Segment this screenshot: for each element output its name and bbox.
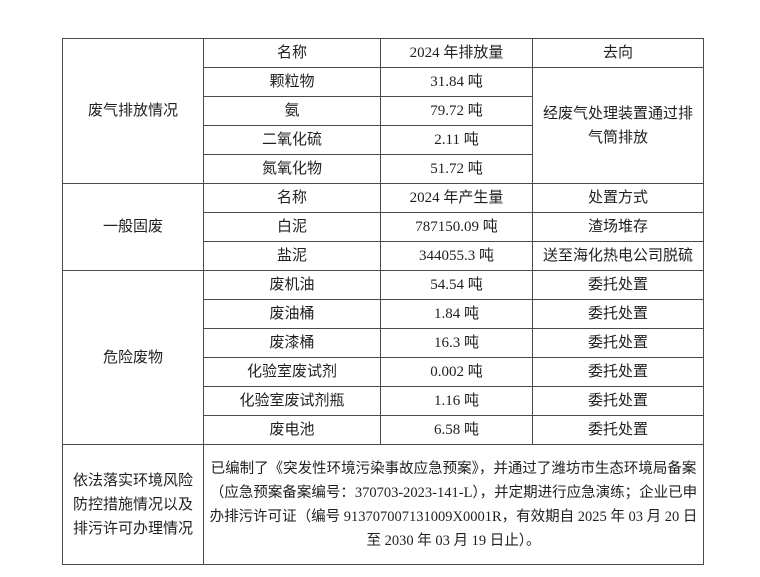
waste-name-cell: 白泥 [203,212,381,242]
amount-cell: 344055.3 吨 [380,241,533,271]
disposal-cell: 委托处置 [532,328,704,358]
waste-name-cell: 颗粒物 [203,67,381,97]
destination-cell: 经废气处理装置通过排气筒排放 [532,67,704,184]
amount-cell: 79.72 吨 [380,96,533,126]
amount-cell: 6.58 吨 [380,415,533,445]
table-row: 颗粒物 31.84 吨 经废气处理装置通过排气筒排放 [63,67,704,184]
waste-name-cell: 废漆桶 [203,328,381,358]
section-label-hazardous-waste: 危险废物 [62,270,204,445]
amount-cell: 51.72 吨 [380,154,533,184]
disposal-cell: 委托处置 [532,270,704,300]
table-row: 二氧化硫 2.11 吨 [63,125,704,155]
column-header-name: 名称 [203,38,381,68]
table-row: 废气排放情况 名称 2024 年排放量 去向 [62,38,704,184]
table-row: 依法落实环境风险防控措施情况以及排污许可办理情况 已编制了《突发性环境污染事故应… [62,444,704,565]
table-row: 废电池 6.58 吨 委托处置 [63,415,704,445]
table-row: 废漆桶 16.3 吨 委托处置 [63,328,704,358]
column-header-name: 名称 [203,183,381,213]
disposal-cell: 委托处置 [532,299,704,329]
waste-name-cell: 盐泥 [203,241,381,271]
waste-name-cell: 化验室废试剂 [203,357,381,387]
environmental-disclosure-table: 废气排放情况 名称 2024 年排放量 去向 颗粒物 31.84 吨 经废气处理… [62,38,704,565]
column-header-disposal-method: 处置方式 [532,183,704,213]
table-row: 一般固废 名称 2024 年产生量 处置方式 [62,183,704,271]
table-row: 危险废物 废机油 54.54 吨 委托处置 [62,270,704,445]
waste-name-cell: 化验室废试剂瓶 [203,386,381,416]
table-row: 废油桶 1.84 吨 委托处置 [63,299,704,329]
section-label-general-solid-waste: 一般固废 [62,183,204,271]
amount-cell: 787150.09 吨 [380,212,533,242]
waste-name-cell: 二氧化硫 [203,125,381,155]
amount-cell: 54.54 吨 [380,270,533,300]
waste-name-cell: 氮氧化物 [203,154,381,184]
table-row: 化验室废试剂 0.002 吨 委托处置 [63,357,704,387]
waste-name-cell: 废机油 [203,270,381,300]
column-header-emission-2024: 2024 年排放量 [380,38,533,68]
amount-cell: 1.84 吨 [380,299,533,329]
disposal-cell: 委托处置 [532,357,704,387]
amount-cell: 2.11 吨 [380,125,533,155]
table-row: 氨 79.72 吨 [63,96,704,126]
disposal-cell: 委托处置 [532,415,704,445]
disposal-cell: 送至海化热电公司脱硫 [532,241,704,271]
amount-cell: 0.002 吨 [380,357,533,387]
column-header-production-2024: 2024 年产生量 [380,183,533,213]
table-row: 化验室废试剂瓶 1.16 吨 委托处置 [63,386,704,416]
waste-name-cell: 氨 [203,96,381,126]
amount-cell: 16.3 吨 [380,328,533,358]
disposal-cell: 委托处置 [532,386,704,416]
disposal-cell: 渣场堆存 [532,212,704,242]
waste-name-cell: 废电池 [203,415,381,445]
section-label-risk-control-permit: 依法落实环境风险防控措施情况以及排污许可办理情况 [62,444,204,565]
waste-name-cell: 废油桶 [203,299,381,329]
amount-cell: 1.16 吨 [380,386,533,416]
amount-cell: 31.84 吨 [380,67,533,97]
risk-control-permit-text: 已编制了《突发性环境污染事故应急预案》，并通过了潍坊市生态环境局备案（应急预案备… [203,444,704,565]
column-header-destination: 去向 [532,38,704,68]
section-label-waste-gas: 废气排放情况 [62,38,204,184]
table-row: 白泥 787150.09 吨 渣场堆存 [63,212,704,242]
